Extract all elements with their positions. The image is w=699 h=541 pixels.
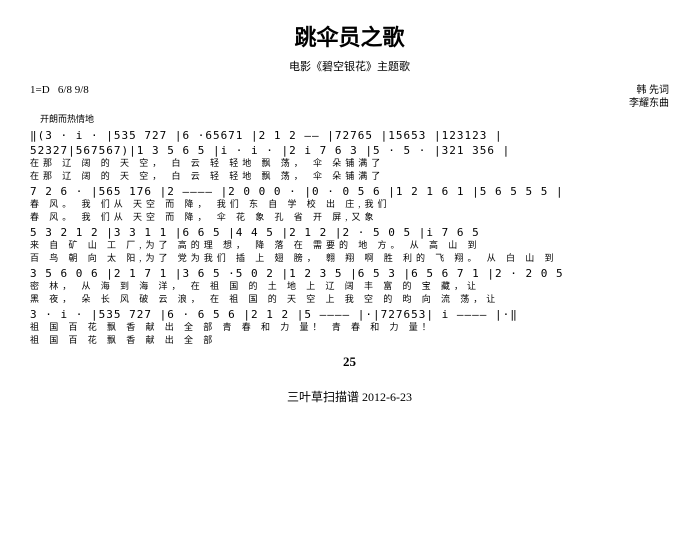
- lyric-6a: 祖 国 百 花 飘 香 献 出 全 部 青 春 和 力 量！ 青 春 和 力 量…: [30, 323, 669, 333]
- score-line-5: 3 5 6 0 6 |2 1 7 1 |3 6 5 ·5 0 2 |1 2 3 …: [30, 267, 669, 280]
- key-sig: 1=D: [30, 84, 50, 96]
- meta-row: 1=D 6/8 9/8 韩 先词 李耀东曲: [30, 84, 669, 110]
- score-line-2: 52327|567567)|1 3 5 6 5 |i · i · |2 i 7 …: [30, 144, 669, 157]
- lyric-5a: 密 林， 从 海 到 海 洋， 在 祖 国 的 土 地 上 辽 阔 丰 富 的 …: [30, 282, 669, 292]
- scan-footer: 三叶草扫描谱 2012-6-23: [30, 388, 669, 405]
- lyric-2b: 在那 辽 阔 的 天 空， 白 云 轻 轻地 飘 荡， 伞 朵铺满了: [30, 172, 669, 182]
- song-title: 跳伞员之歌: [30, 20, 669, 52]
- tempo-mark: 开朗而热情地: [40, 112, 669, 125]
- score-line-3: 7 2 6 · |565 176 |2 ———— |2 0 0 0 · |0 ·…: [30, 185, 669, 198]
- song-subtitle: 电影《碧空银花》主题歌: [30, 58, 669, 74]
- lyric-4b: 百 鸟 朝 向 太 阳,为了 党为我们 插 上 翅 膀， 翱 翔 啊 胜 利的 …: [30, 254, 669, 264]
- time-sig: 6/8 9/8: [58, 84, 89, 96]
- score-line-6: 3 · i · |535 727 |6 · 6 5 6 |2 1 2 |5 ——…: [30, 308, 669, 321]
- lyric-5b: 黑 夜， 朵 长 风 破 云 浪， 在 祖 国 的 天 空 上 我 空 的 昀 …: [30, 295, 669, 305]
- score-line-4: 5 3 2 1 2 |3 3 1 1 |6 6 5 |4 4 5 |2 1 2 …: [30, 226, 669, 239]
- lyric-4a: 来 自 矿 山 工 厂,为了 高的理 想， 降 落 在 需要的 地 方。 从 高…: [30, 241, 669, 251]
- composer: 李耀东曲: [629, 97, 669, 110]
- key-time: 1=D 6/8 9/8: [30, 84, 89, 110]
- score-line-1: ‖(3 · i · |535 727 |6 ·65671 |2 1 2 —— |…: [30, 129, 669, 142]
- score-block: ‖(3 · i · |535 727 |6 ·65671 |2 1 2 —— |…: [30, 129, 669, 346]
- lyricist: 韩 先词: [629, 84, 669, 97]
- credits: 韩 先词 李耀东曲: [629, 84, 669, 110]
- lyric-3b: 春 风。 我 们从 天空 而 降， 伞 花 象 孔 省 开 屏,又象: [30, 213, 669, 223]
- lyric-2a: 在那 辽 阔 的 天 空， 白 云 轻 轻地 飘 荡， 伞 朵铺满了: [30, 159, 669, 169]
- lyric-6b: 祖 国 百 花 飘 香 献 出 全 部: [30, 336, 669, 346]
- lyric-3a: 春 风。 我 们从 天空 而 降， 我们 东 自 学 校 出 庄,我们: [30, 200, 669, 210]
- page-number: 25: [30, 354, 669, 370]
